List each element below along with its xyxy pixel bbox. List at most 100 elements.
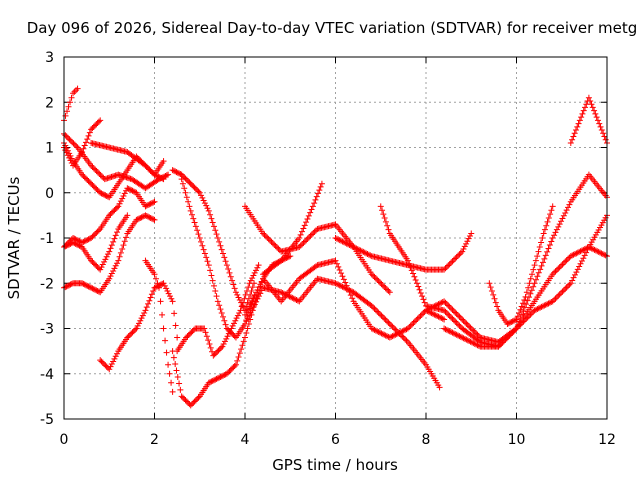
data-point [505, 320, 512, 327]
data-point [62, 242, 69, 249]
data-point [243, 309, 250, 316]
data-point [509, 329, 516, 336]
data-point [436, 314, 443, 321]
data-point [68, 280, 75, 287]
data-point [106, 275, 113, 282]
data-point [183, 398, 190, 405]
data-point [338, 270, 345, 277]
data-marks [61, 85, 610, 409]
data-point [506, 332, 513, 339]
y-tick-label: -5 [40, 412, 54, 428]
data-point [94, 288, 101, 295]
data-point [450, 330, 457, 337]
data-point [190, 399, 197, 406]
data-point [123, 234, 130, 241]
series-16 [242, 275, 443, 391]
data-point [163, 349, 170, 356]
data-point [128, 187, 135, 194]
data-point [539, 303, 546, 310]
data-point [313, 263, 320, 270]
data-point [460, 335, 467, 342]
data-point [73, 143, 80, 150]
data-point [85, 283, 92, 290]
data-point [251, 269, 258, 276]
data-point [340, 276, 347, 283]
data-point [563, 257, 570, 264]
data-point [68, 94, 75, 101]
data-point [521, 317, 528, 324]
data-point [297, 231, 304, 238]
data-point [143, 213, 150, 220]
data-point [148, 169, 155, 176]
data-point [399, 333, 406, 340]
data-point [597, 123, 604, 130]
data-point [339, 273, 346, 280]
data-point [238, 303, 245, 310]
data-point [82, 237, 89, 244]
data-point [378, 312, 385, 319]
data-point [449, 329, 456, 336]
data-point [114, 350, 121, 357]
data-point [207, 379, 214, 386]
data-point [108, 242, 115, 249]
data-point [385, 319, 392, 326]
data-point [104, 193, 111, 200]
data-point [528, 287, 535, 294]
data-point [107, 245, 114, 252]
data-point [522, 293, 529, 300]
data-point [584, 246, 591, 253]
data-point [92, 166, 99, 173]
data-point [471, 340, 478, 347]
data-point [63, 283, 70, 290]
data-point [510, 328, 517, 335]
data-point [212, 350, 219, 357]
data-point [200, 197, 207, 204]
data-point [381, 283, 388, 290]
data-point [199, 242, 206, 249]
data-point [441, 307, 448, 314]
data-point [588, 245, 595, 252]
data-point [84, 236, 91, 243]
data-point [79, 239, 86, 246]
data-point [96, 170, 103, 177]
data-point [459, 248, 466, 255]
data-point [276, 258, 283, 265]
data-point [583, 249, 590, 256]
data-point [400, 334, 407, 341]
data-point [551, 296, 558, 303]
data-point [527, 311, 534, 318]
data-point [81, 281, 88, 288]
data-point [151, 198, 158, 205]
data-point [223, 262, 230, 269]
data-point [445, 327, 452, 334]
data-point [90, 183, 97, 190]
data-point [85, 132, 92, 139]
data-point [124, 185, 131, 192]
data-point [571, 251, 578, 258]
data-point [278, 289, 285, 296]
data-point [236, 350, 243, 357]
data-point [67, 281, 74, 288]
data-point [372, 327, 379, 334]
data-point [169, 298, 176, 305]
data-point [443, 310, 450, 317]
data-point [307, 232, 314, 239]
data-point [254, 286, 261, 293]
data-point [86, 179, 93, 186]
data-point [145, 300, 152, 307]
data-point [194, 227, 201, 234]
data-point [156, 284, 163, 291]
data-point [316, 187, 323, 194]
data-point [308, 206, 315, 213]
data-point [558, 262, 565, 269]
data-point [145, 213, 152, 220]
data-point [209, 348, 216, 355]
data-point [549, 203, 556, 210]
data-point [354, 246, 361, 253]
data-point [385, 287, 392, 294]
data-point [297, 242, 304, 249]
data-point [148, 215, 155, 222]
data-point [290, 295, 297, 302]
data-point [251, 302, 258, 309]
data-point [545, 214, 552, 221]
